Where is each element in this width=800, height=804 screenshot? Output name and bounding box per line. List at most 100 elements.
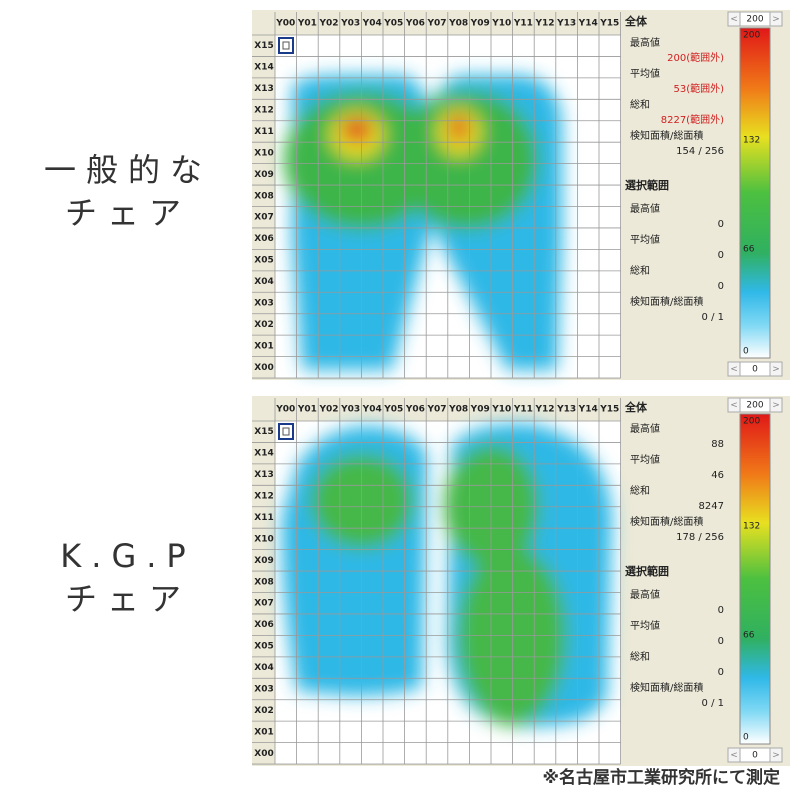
stat-value: 0 — [718, 605, 724, 616]
stat-label: 総和 — [630, 650, 650, 663]
stat-value: 88 — [711, 439, 724, 450]
stat-label: 総和 — [630, 98, 650, 111]
stat-value: 0 — [718, 636, 724, 647]
spinner-right — [769, 397, 783, 413]
spinner-arrow: < — [730, 751, 738, 761]
row-label: X10 — [254, 534, 273, 544]
column-label: Y15 — [599, 19, 619, 29]
row-label: X03 — [254, 299, 273, 309]
column-label: Y03 — [340, 405, 360, 415]
heatmap-panel: Y00 Y01 Y02 Y03 Y04 Y05 Y06 Y07 Y08 Y09 Y10 Y11 Y12 Y… — [252, 10, 790, 380]
stat-label: 総和 — [630, 264, 650, 277]
spinner-value: 0 — [752, 365, 758, 375]
selection-cell — [278, 37, 294, 54]
column-label: Y08 — [448, 19, 468, 29]
row-label: X07 — [254, 599, 273, 609]
row-label: X07 — [254, 213, 273, 223]
row-label: X14 — [254, 449, 273, 459]
row-label: X15 — [254, 41, 273, 51]
column-label: Y05 — [383, 405, 403, 415]
column-label: Y13 — [556, 19, 576, 29]
row-label: X02 — [254, 320, 273, 330]
spinner-value: 200 — [746, 401, 763, 411]
column-label: Y07 — [426, 405, 446, 415]
scale-label: 200 — [743, 31, 760, 41]
spinner-arrow: > — [772, 401, 780, 411]
row-label: X09 — [254, 170, 273, 180]
heat-green — [444, 444, 540, 568]
stat-value: 0 — [718, 219, 724, 230]
column-label: Y03 — [340, 19, 360, 29]
stat-value: 0 / 1 — [702, 698, 724, 709]
selection-cell-inner — [282, 427, 290, 436]
scale-label: 66 — [743, 631, 755, 641]
stat-value: 8227(範囲外) — [661, 113, 724, 126]
selection-cell-inner — [282, 41, 290, 50]
stat-value: 200(範囲外) — [667, 51, 724, 64]
stat-value: 0 — [718, 667, 724, 678]
stat-value: 154 / 256 — [676, 146, 724, 157]
stat-value: 8247 — [699, 501, 724, 512]
stat-label: 最高値 — [630, 202, 660, 215]
heat-green — [395, 90, 539, 230]
stat-label: 選択範囲 — [625, 564, 669, 578]
row-label: X00 — [254, 363, 273, 373]
scale-label: 0 — [743, 347, 749, 357]
row-label: X08 — [254, 577, 273, 587]
panel-label: チェア — [65, 580, 191, 618]
row-label: X04 — [254, 277, 273, 287]
heat-red — [450, 114, 468, 142]
stat-label: 平均値 — [630, 619, 660, 632]
row-label: X02 — [254, 706, 273, 716]
column-label: Y00 — [275, 19, 295, 29]
column-label: Y10 — [491, 19, 511, 29]
row-label: X12 — [254, 492, 273, 502]
row-label: X11 — [254, 127, 273, 137]
column-label: Y13 — [556, 405, 576, 415]
column-label: Y00 — [275, 405, 295, 415]
row-label: X14 — [254, 63, 273, 73]
row-label: X13 — [254, 84, 273, 94]
stat-value: 53(範囲外) — [673, 82, 724, 95]
column-label: Y01 — [297, 19, 317, 29]
spinner-right — [769, 11, 783, 27]
heat-red — [342, 118, 372, 142]
scale-label: 200 — [743, 417, 760, 427]
column-label: Y12 — [534, 19, 554, 29]
spinner-arrow: < — [730, 15, 738, 25]
row-label: X13 — [254, 470, 273, 480]
stat-value: 0 / 1 — [702, 312, 724, 323]
column-label: Y02 — [318, 405, 338, 415]
row-label: X11 — [254, 513, 273, 523]
column-label: Y09 — [470, 405, 490, 415]
spinner-value: 0 — [752, 751, 758, 761]
column-label: Y06 — [405, 405, 425, 415]
spinner-right — [769, 747, 783, 763]
stat-label: 検知面積/総面積 — [630, 295, 703, 308]
row-label: X08 — [254, 191, 273, 201]
row-label: X12 — [254, 106, 273, 116]
stat-label: 検知面積/総面積 — [630, 681, 703, 694]
spinner-arrow: < — [730, 401, 738, 411]
scale-bar — [739, 413, 771, 745]
stat-label: 平均値 — [630, 233, 660, 246]
column-label: Y01 — [297, 405, 317, 415]
row-label: X05 — [254, 256, 273, 266]
heat-green — [457, 546, 567, 726]
column-label: Y10 — [491, 405, 511, 415]
column-label: Y07 — [426, 19, 446, 29]
stat-label: 最高値 — [630, 588, 660, 601]
stat-label: 最高値 — [630, 36, 660, 49]
stat-label: 検知面積/総面積 — [630, 129, 703, 142]
column-label: Y11 — [513, 405, 533, 415]
column-label: Y11 — [513, 19, 533, 29]
spinner-value: 200 — [746, 15, 763, 25]
row-label: X06 — [254, 234, 273, 244]
spinner-arrow: > — [772, 15, 780, 25]
stat-label: 総和 — [630, 484, 650, 497]
selection-cell — [278, 423, 294, 440]
heat-green — [310, 453, 414, 549]
spinner-arrow: > — [772, 751, 780, 761]
column-label: Y02 — [318, 19, 338, 29]
